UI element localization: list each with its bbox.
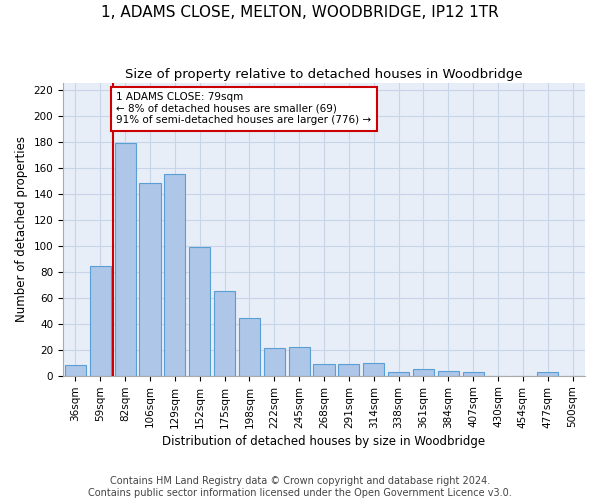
Bar <box>164 174 185 376</box>
Bar <box>289 347 310 376</box>
Text: 1 ADAMS CLOSE: 79sqm
← 8% of detached houses are smaller (69)
91% of semi-detach: 1 ADAMS CLOSE: 79sqm ← 8% of detached ho… <box>116 92 371 126</box>
Bar <box>189 247 210 376</box>
Bar <box>313 364 335 376</box>
Bar <box>413 369 434 376</box>
X-axis label: Distribution of detached houses by size in Woodbridge: Distribution of detached houses by size … <box>163 434 485 448</box>
Bar <box>463 372 484 376</box>
Bar <box>264 348 285 376</box>
Title: Size of property relative to detached houses in Woodbridge: Size of property relative to detached ho… <box>125 68 523 80</box>
Bar <box>537 372 558 376</box>
Bar <box>139 183 161 376</box>
Text: Contains HM Land Registry data © Crown copyright and database right 2024.
Contai: Contains HM Land Registry data © Crown c… <box>88 476 512 498</box>
Bar <box>363 362 384 376</box>
Bar <box>90 266 111 376</box>
Bar <box>65 366 86 376</box>
Bar <box>115 143 136 376</box>
Bar <box>239 318 260 376</box>
Text: 1, ADAMS CLOSE, MELTON, WOODBRIDGE, IP12 1TR: 1, ADAMS CLOSE, MELTON, WOODBRIDGE, IP12… <box>101 5 499 20</box>
Bar <box>338 364 359 376</box>
Bar <box>388 372 409 376</box>
Bar <box>214 291 235 376</box>
Y-axis label: Number of detached properties: Number of detached properties <box>15 136 28 322</box>
Bar <box>438 370 459 376</box>
